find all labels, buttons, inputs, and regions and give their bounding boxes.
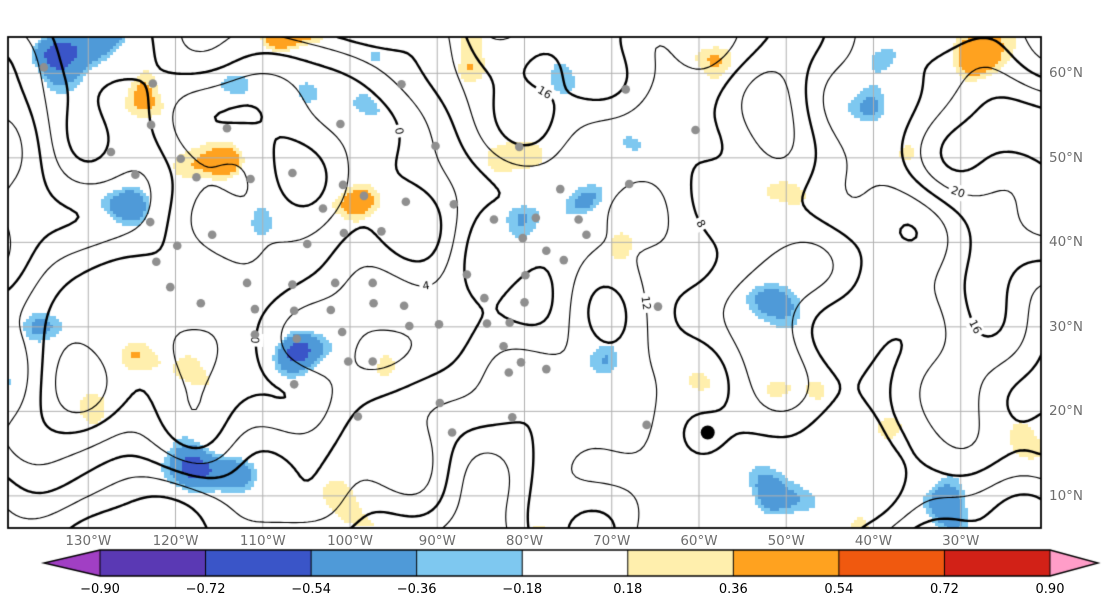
colorbar-tick-label: 0.36 — [718, 582, 748, 597]
colorbar-tick-label: −0.18 — [502, 582, 543, 597]
lat-tick-label: 20°N — [1049, 403, 1084, 420]
lon-tick-label: 60°W — [680, 533, 718, 549]
lon-tick-label: 100°W — [327, 533, 373, 549]
lon-tick-label: 90°W — [418, 533, 456, 549]
colorbar-tick-label: −0.54 — [291, 582, 332, 597]
lat-tick-label: 40°N — [1049, 234, 1084, 251]
lat-tick-label: 50°N — [1049, 149, 1084, 166]
colorbar-tick-label: 0.54 — [824, 582, 854, 597]
lat-tick-label: 60°N — [1049, 65, 1084, 82]
colorbar-tick-label: −0.90 — [80, 582, 120, 597]
colorbar-tick-label: 0.18 — [613, 582, 643, 597]
lon-tick-label: 50°W — [767, 533, 805, 549]
colorbar-tick-label: −0.36 — [396, 582, 437, 597]
lon-tick-label: 120°W — [152, 533, 199, 549]
lon-tick-label: 30°W — [942, 533, 980, 549]
lon-tick-label: 110°W — [239, 533, 286, 549]
lon-tick-label: 70°W — [593, 533, 631, 549]
colorbar-tick-label: −0.72 — [185, 582, 226, 597]
colorbar-tick-label: 0.90 — [1035, 582, 1065, 597]
colorbar-tick-label: 0.72 — [929, 582, 959, 597]
lon-tick-label: 80°W — [505, 533, 544, 549]
lat-tick-label: 10°N — [1049, 487, 1084, 504]
lon-tick-label: 40°W — [854, 533, 893, 549]
lat-tick-label: 30°N — [1049, 318, 1084, 335]
lon-tick-label: 130°W — [65, 533, 112, 549]
